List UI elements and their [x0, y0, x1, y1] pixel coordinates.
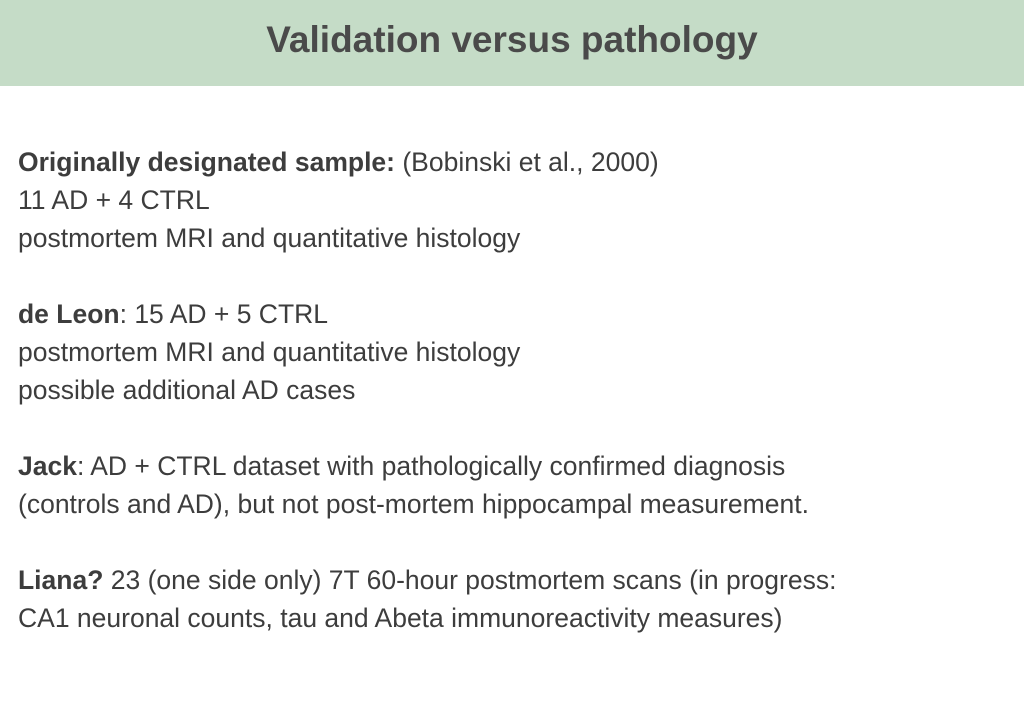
block-liana: Liana? 23 (one side only) 7T 60-hour pos…: [18, 561, 1018, 637]
text-line: postmortem MRI and quantitative histolog…: [18, 219, 1018, 257]
text-line: Liana? 23 (one side only) 7T 60-hour pos…: [18, 561, 1018, 599]
slide-title: Validation versus pathology: [266, 19, 758, 60]
line-text: postmortem MRI and quantitative histolog…: [18, 223, 521, 253]
text-line: Jack: AD + CTRL dataset with pathologica…: [18, 447, 1018, 485]
text-line: possible additional AD cases: [18, 371, 1018, 409]
line-text: : 15 AD + 5 CTRL: [119, 299, 329, 329]
text-line: de Leon: 15 AD + 5 CTRL: [18, 295, 1018, 333]
text-line: (controls and AD), but not post-mortem h…: [18, 485, 1018, 523]
block-bobinski: Originally designated sample: (Bobinski …: [18, 143, 1018, 257]
line-text: possible additional AD cases: [18, 375, 356, 405]
line-text: (controls and AD), but not post-mortem h…: [18, 489, 809, 519]
bold-label: Originally designated sample:: [18, 147, 395, 177]
text-line: Originally designated sample: (Bobinski …: [18, 143, 1018, 181]
line-text: 23 (one side only) 7T 60-hour postmortem…: [103, 565, 837, 595]
bold-label: de Leon: [18, 299, 120, 329]
line-text: 11 AD + 4 CTRL: [18, 185, 210, 215]
line-text: postmortem MRI and quantitative histolog…: [18, 337, 521, 367]
title-band: Validation versus pathology: [0, 0, 1024, 86]
block-jack: Jack: AD + CTRL dataset with pathologica…: [18, 447, 1018, 523]
text-line: 11 AD + 4 CTRL: [18, 181, 1018, 219]
text-line: postmortem MRI and quantitative histolog…: [18, 333, 1018, 371]
line-text: CA1 neuronal counts, tau and Abeta immun…: [18, 603, 783, 633]
bold-label: Liana?: [18, 565, 104, 595]
block-de-leon: de Leon: 15 AD + 5 CTRL postmortem MRI a…: [18, 295, 1018, 409]
text-line: CA1 neuronal counts, tau and Abeta immun…: [18, 599, 1018, 637]
line-text: (Bobinski et al., 2000): [395, 147, 659, 177]
line-text: : AD + CTRL dataset with pathologically …: [76, 451, 786, 481]
bold-label: Jack: [18, 451, 77, 481]
slide-body: Originally designated sample: (Bobinski …: [18, 143, 1018, 675]
